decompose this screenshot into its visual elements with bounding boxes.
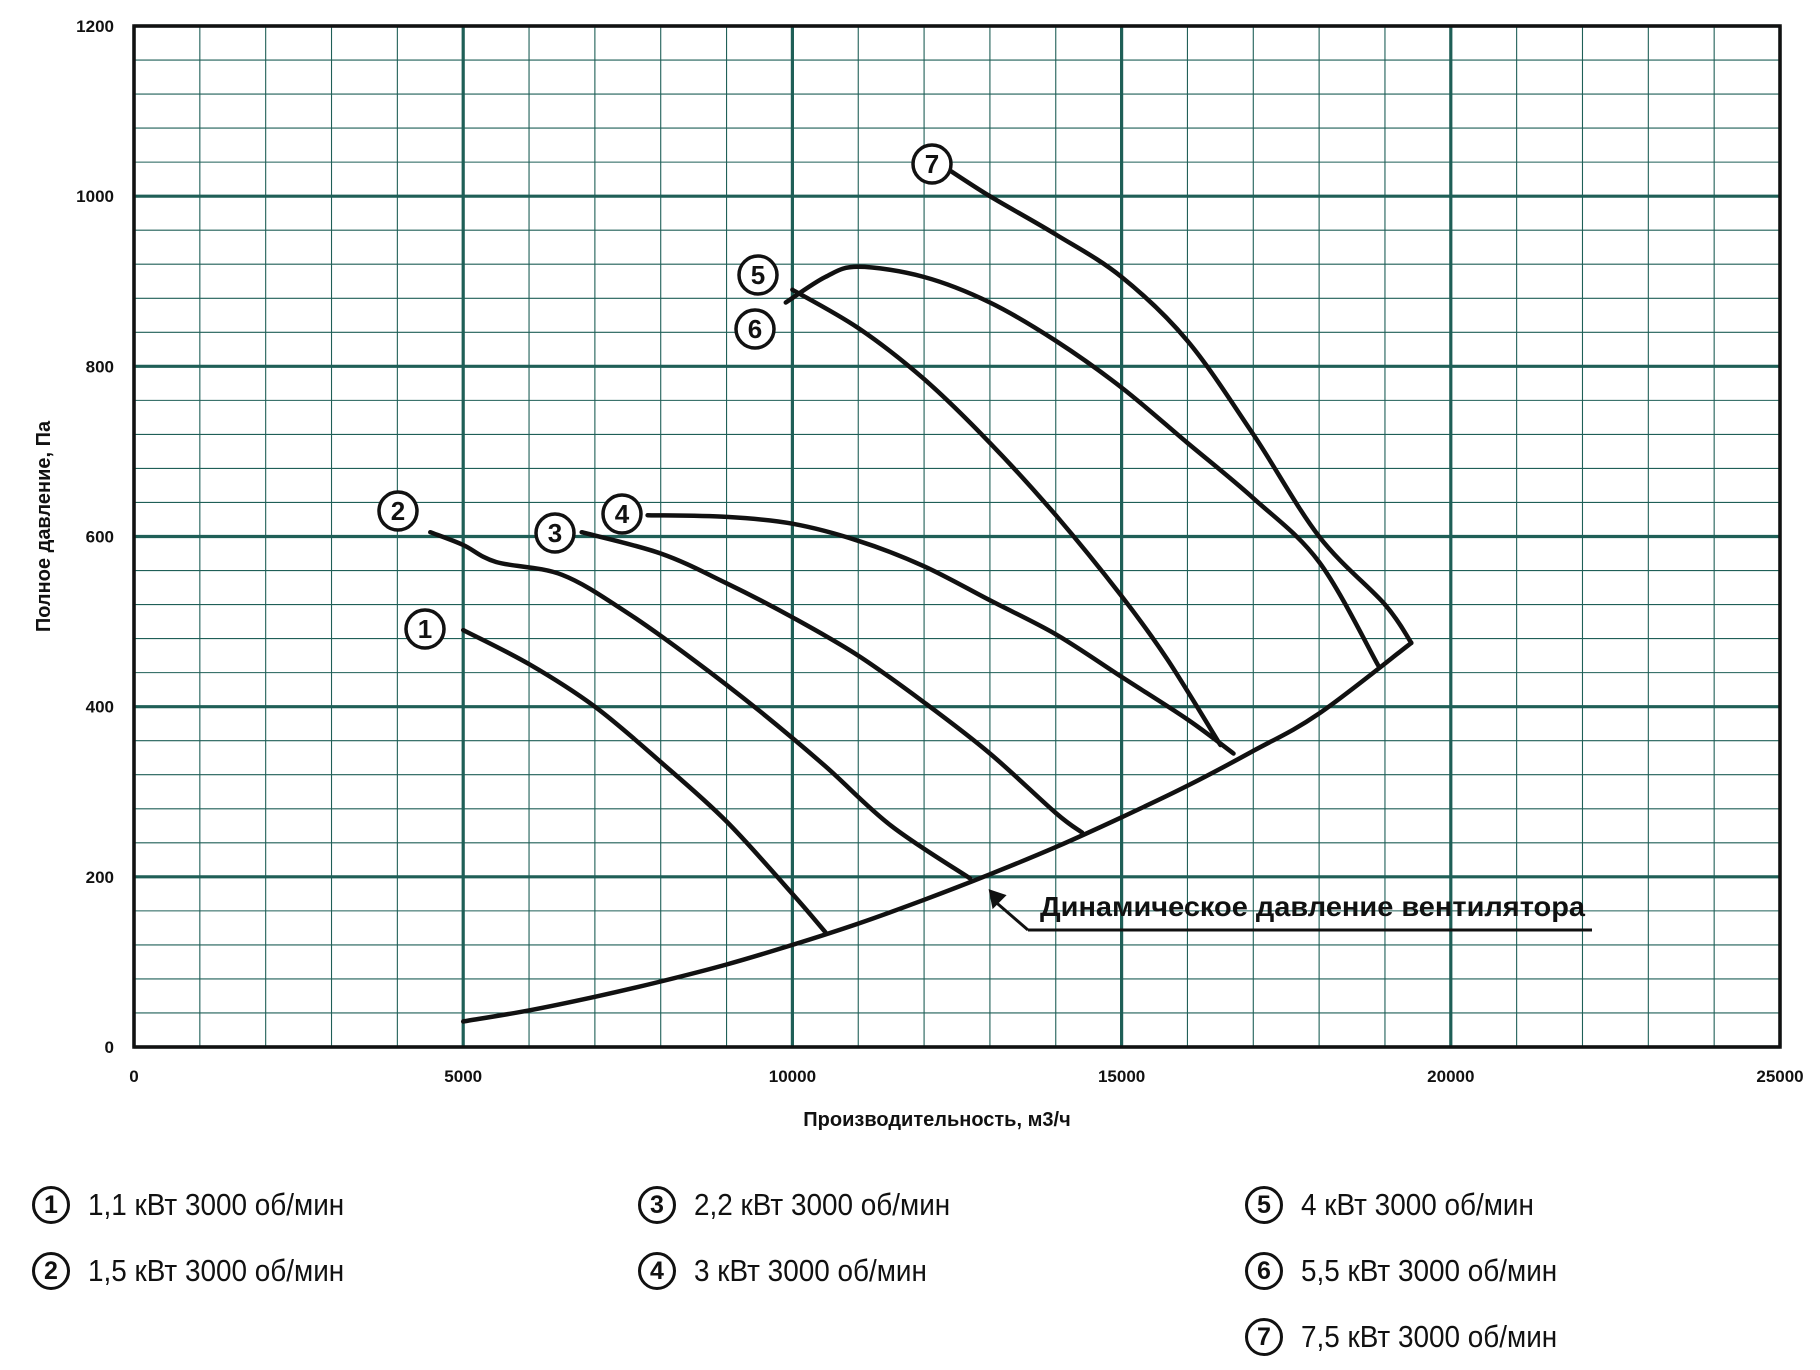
dynamic-pressure-callout: Динамическое давление вентилятора <box>988 889 1592 932</box>
y-axis-title: Полное давление, Па <box>33 420 55 632</box>
curve-marker-1: 1 <box>404 608 446 650</box>
curve-marker-2: 2 <box>377 490 419 532</box>
curve-marker-6: 6 <box>734 308 776 350</box>
y-tick-label: 0 <box>105 1038 114 1057</box>
curve-marker-circle <box>404 608 446 650</box>
curve-markers: 1 2 3 4 5 6 7 <box>377 143 953 650</box>
y-tick-label: 1000 <box>76 187 114 206</box>
y-tick-label: 1200 <box>76 17 114 36</box>
callout-leader-line <box>993 899 1029 932</box>
y-tick-label: 800 <box>86 357 114 376</box>
x-tick-label: 15000 <box>1098 1067 1145 1086</box>
y-tick-labels: 0 200 400 600 800 1000 1200 <box>76 17 114 1057</box>
curve-marker-circle <box>911 143 953 185</box>
curve-marker-circle <box>737 254 779 296</box>
curve-marker-circle <box>601 493 643 535</box>
curve-marker-number: 6 <box>748 314 762 344</box>
curve-marker-3: 3 <box>534 512 576 554</box>
curve-marker-circle <box>377 490 419 532</box>
curve-marker-7: 7 <box>911 143 953 185</box>
fan-curve-2 <box>428 529 973 881</box>
curve-marker-number: 3 <box>548 518 562 548</box>
callout-label: Динамическое давление вентилятора <box>1040 891 1585 922</box>
y-tick-label: 200 <box>86 868 114 887</box>
curve-marker-5: 5 <box>737 254 779 296</box>
fan-curve-1 <box>460 627 828 935</box>
fan-curve-6 <box>783 264 1381 669</box>
curve-marker-circle <box>734 308 776 350</box>
fan-curve-7 <box>941 164 1414 646</box>
system-curve <box>460 640 1414 1024</box>
fan-curves <box>428 164 1414 935</box>
curve-marker-number: 2 <box>391 496 405 526</box>
fan-curve-3 <box>579 529 1085 835</box>
curve-marker-circle <box>534 512 576 554</box>
curve-marker-number: 4 <box>615 499 630 529</box>
x-axis-title: Производительность, м3/ч <box>803 1109 1070 1131</box>
fan-curve-4 <box>645 512 1236 756</box>
plot-frame <box>132 24 1782 1049</box>
y-tick-label: 600 <box>86 528 114 547</box>
callout-arrowhead <box>988 889 1007 910</box>
curve-marker-4: 4 <box>601 493 643 535</box>
y-tick-label: 400 <box>86 698 114 717</box>
x-tick-label: 5000 <box>444 1067 482 1086</box>
curve-marker-number: 7 <box>925 149 939 179</box>
curve-marker-number: 5 <box>751 260 765 290</box>
fan-curve-5 <box>790 287 1223 748</box>
curve-marker-number: 1 <box>418 614 432 644</box>
x-tick-labels: 0 5000 10000 15000 20000 25000 <box>129 1067 1803 1086</box>
dynamic-pressure-curve <box>460 640 1414 1024</box>
x-tick-label: 0 <box>129 1067 138 1086</box>
x-tick-label: 10000 <box>769 1067 816 1086</box>
x-tick-label: 20000 <box>1427 1067 1474 1086</box>
x-tick-label: 25000 <box>1756 1067 1803 1086</box>
